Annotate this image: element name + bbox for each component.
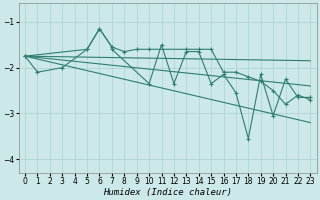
- X-axis label: Humidex (Indice chaleur): Humidex (Indice chaleur): [103, 188, 232, 197]
